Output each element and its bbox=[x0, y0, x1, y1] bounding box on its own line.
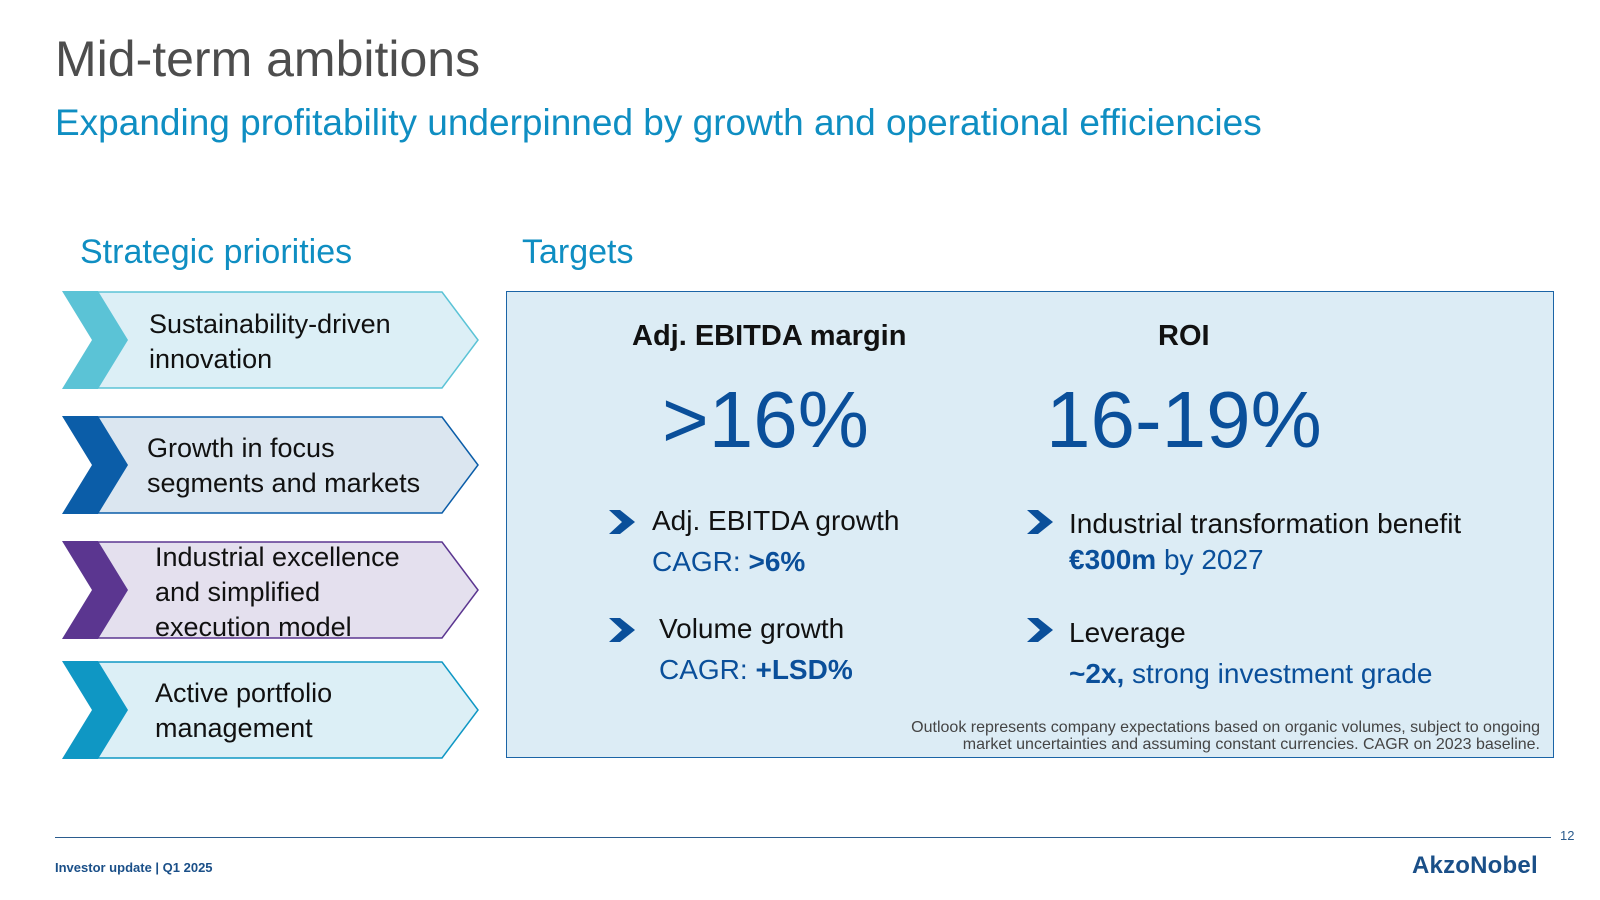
bullet-title: Volume growth bbox=[659, 613, 845, 644]
priority-label: Sustainability-driven innovation bbox=[149, 309, 391, 374]
strategic-priorities-heading: Strategic priorities bbox=[80, 233, 353, 271]
page-subtitle: Expanding profitability underpinned by g… bbox=[55, 102, 1262, 143]
bullet-detail: ~2x, strong investment grade bbox=[1069, 658, 1433, 689]
targets-panel bbox=[506, 291, 1554, 758]
bullet-title: Industrial transformation benefit bbox=[1069, 508, 1462, 539]
bullet-detail: CAGR: +LSD% bbox=[659, 654, 853, 685]
bullet-detail: €300m by 2027 bbox=[1069, 544, 1264, 575]
kpi-label-ebitda-margin: Adj. EBITDA margin bbox=[632, 320, 907, 352]
kpi-value-roi: 16-19% bbox=[1046, 375, 1322, 464]
targets-heading: Targets bbox=[522, 233, 634, 271]
priority-item: Industrial excellence and simplified exe… bbox=[62, 541, 480, 642]
priority-label: Industrial excellence and simplified exe… bbox=[155, 542, 400, 642]
footer-divider bbox=[55, 837, 1551, 838]
page-title: Mid-term ambitions bbox=[55, 31, 481, 87]
priority-label: Growth in focus segments and markets bbox=[147, 433, 421, 498]
chevron-arrow-icon bbox=[62, 291, 479, 389]
priority-label: Active portfolio management bbox=[155, 678, 333, 743]
kpi-label-roi: ROI bbox=[1158, 320, 1210, 352]
bullet-detail: CAGR: >6% bbox=[652, 546, 806, 577]
outlook-footnote: Outlook represents company expectations … bbox=[911, 719, 1540, 753]
priority-item: Active portfolio management bbox=[62, 661, 480, 759]
chevron-arrow-icon bbox=[62, 661, 479, 759]
chevron-right-icon bbox=[609, 618, 635, 642]
kpi-value-ebitda-margin: >16% bbox=[662, 375, 869, 464]
bullet-title: Adj. EBITDA growth bbox=[652, 505, 900, 536]
priority-item: Sustainability-driven innovation bbox=[62, 291, 480, 389]
footer-label: Investor update | Q1 2025 bbox=[55, 860, 213, 875]
brand-logo: AkzoNobel bbox=[1412, 852, 1538, 879]
bullet-title: Leverage bbox=[1069, 617, 1186, 648]
chevron-arrow-icon bbox=[62, 416, 479, 514]
chevron-right-icon bbox=[1027, 618, 1053, 642]
priority-item: Growth in focus segments and markets bbox=[62, 416, 480, 514]
page-number: 12 bbox=[1560, 828, 1575, 843]
chevron-right-icon bbox=[1027, 510, 1053, 534]
chevron-right-icon bbox=[609, 510, 635, 534]
chevron-arrow-icon bbox=[62, 541, 479, 639]
